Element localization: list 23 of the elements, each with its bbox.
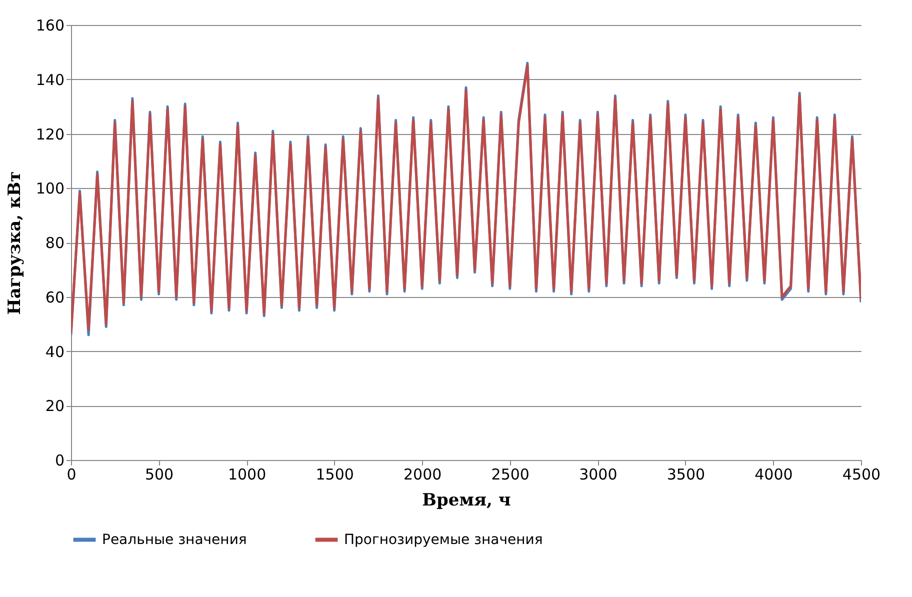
legend-label: Прогнозируемые значения [344, 532, 543, 548]
x-axis-title: Время, ч [422, 490, 511, 510]
x-tick-label: 3000 [579, 466, 618, 484]
x-tick-label: 2500 [491, 466, 530, 484]
x-tick-label: 4000 [754, 466, 793, 484]
y-tick-label: 0 [54, 452, 64, 470]
y-tick-label: 100 [36, 180, 64, 198]
y-tick-label: 20 [45, 397, 64, 416]
y-tick-label: 60 [45, 288, 64, 306]
y-tick-label: 160 [36, 16, 64, 34]
y-axis-title: Нагрузка, кВт [4, 171, 25, 315]
x-tick-label: 3500 [666, 466, 706, 484]
x-tick-label: 1000 [228, 466, 266, 484]
legend-label: Реальные значения [102, 532, 247, 548]
x-tick-label: 500 [144, 466, 174, 484]
y-tick-label: 80 [45, 234, 64, 252]
y-tick-label: 40 [45, 342, 64, 361]
x-tick-label: 2000 [404, 466, 442, 484]
x-tick-label: 4500 [842, 466, 881, 484]
x-tick-label: 0 [66, 466, 76, 484]
x-tick-label: 1500 [316, 466, 354, 484]
y-tick-label: 140 [36, 70, 64, 89]
y-tick-label: 120 [36, 125, 64, 144]
